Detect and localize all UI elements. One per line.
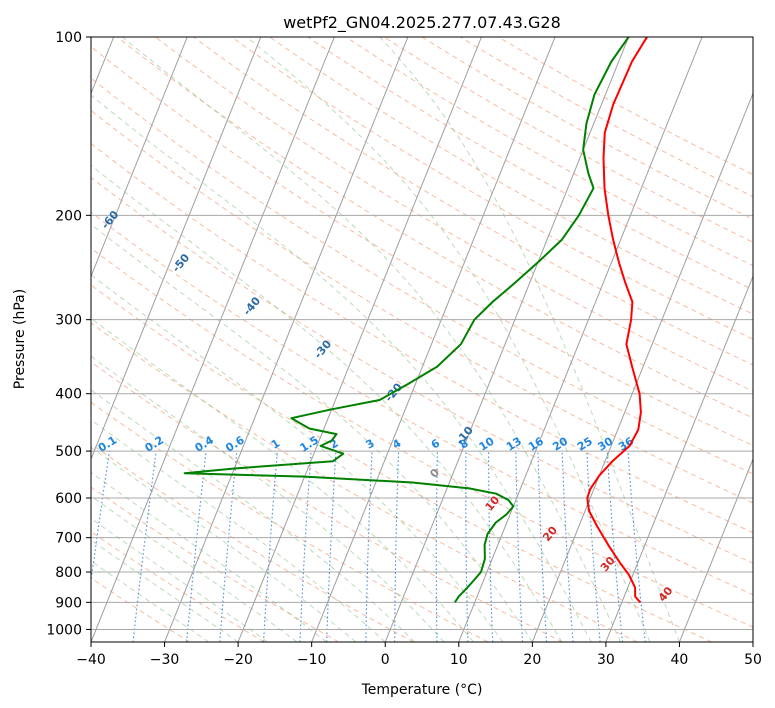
chart-title: wetPf2_GN04.2025.277.07.43.G28 xyxy=(283,13,561,33)
moist-adiabat xyxy=(91,94,592,642)
moist-adiabat xyxy=(91,317,474,642)
isotherm xyxy=(531,92,753,642)
mixing-ratio-line xyxy=(132,451,157,642)
pressure-gridlines xyxy=(91,37,753,630)
x-tick-label: 40 xyxy=(671,652,689,668)
isotherm xyxy=(678,457,753,642)
isotherm xyxy=(91,37,262,461)
x-tick-label: 30 xyxy=(597,652,615,668)
x-tick-label: −10 xyxy=(297,652,327,668)
x-tick-label: 50 xyxy=(744,652,762,668)
profile-series xyxy=(183,37,648,603)
isotherm xyxy=(311,37,556,642)
dewpoint-line xyxy=(183,37,630,603)
x-tick-label: 20 xyxy=(523,652,541,668)
moist-adiabat xyxy=(91,560,209,642)
moist-adiabat xyxy=(121,37,622,642)
y-tick-label: 800 xyxy=(55,565,82,581)
moist-adiabat xyxy=(91,446,357,642)
y-tick-label: 300 xyxy=(55,313,82,329)
isotherm xyxy=(91,37,188,278)
dry-adiabat xyxy=(91,284,713,642)
y-tick-label: 400 xyxy=(55,387,82,403)
x-tick-label: −20 xyxy=(223,652,253,668)
y-tick-label: 200 xyxy=(55,208,82,224)
x-tick-label: −40 xyxy=(76,652,106,668)
dry-adiabat xyxy=(91,443,414,642)
x-tick-label: 0 xyxy=(381,652,390,668)
isotherms xyxy=(91,37,753,642)
x-axis-title: Temperature (°C) xyxy=(361,682,483,698)
y-tick-label: 1000 xyxy=(46,622,82,638)
dry-adiabat xyxy=(421,37,753,220)
isotherm xyxy=(605,274,753,642)
x-tick-label: 10 xyxy=(450,652,468,668)
isotherm xyxy=(458,37,703,642)
dry-adiabats xyxy=(91,37,753,642)
dry-adiabat xyxy=(307,37,753,291)
x-tick-label: −30 xyxy=(150,652,180,668)
isotherm xyxy=(237,37,482,642)
moist-adiabat xyxy=(91,471,327,642)
moist-adiabat xyxy=(91,517,268,642)
moist-adiabat xyxy=(91,164,563,642)
moist-adiabat xyxy=(91,355,445,642)
y-tick-label: 900 xyxy=(55,595,82,611)
dry-adiabat xyxy=(91,45,753,447)
moist-adiabat xyxy=(91,539,239,642)
isotherm xyxy=(91,37,335,642)
y-axis-title: Pressure (hPa) xyxy=(12,289,28,389)
x-axis-ticks: −40 −30 −20 −10 0 10 20 30 40 50 xyxy=(76,642,762,668)
temperature-line xyxy=(586,37,648,603)
dry-adiabat xyxy=(155,37,753,392)
dry-adiabat xyxy=(91,322,638,642)
moist-adiabat xyxy=(379,37,680,642)
isotherm xyxy=(164,37,409,642)
plot-frame xyxy=(90,36,754,643)
dry-adiabat xyxy=(91,247,753,628)
moist-adiabat xyxy=(246,37,651,642)
y-tick-label: 600 xyxy=(55,491,82,507)
moist-adiabat xyxy=(91,389,415,642)
moist-adiabat xyxy=(91,274,504,642)
y-tick-label: 100 xyxy=(55,30,82,46)
dry-adiabat xyxy=(269,37,753,315)
y-axis-ticks: 100 200 300 400 500 600 700 800 900 1000 xyxy=(46,30,91,638)
y-tick-label: 700 xyxy=(55,531,82,547)
dry-adiabat xyxy=(91,211,753,596)
isotherm xyxy=(384,37,630,642)
dry-adiabat xyxy=(116,37,753,419)
y-tick-label: 500 xyxy=(55,444,82,460)
moist-adiabat xyxy=(91,495,298,642)
mixing-ratio-line xyxy=(91,451,110,585)
mixing-ratio-lines xyxy=(91,451,646,642)
